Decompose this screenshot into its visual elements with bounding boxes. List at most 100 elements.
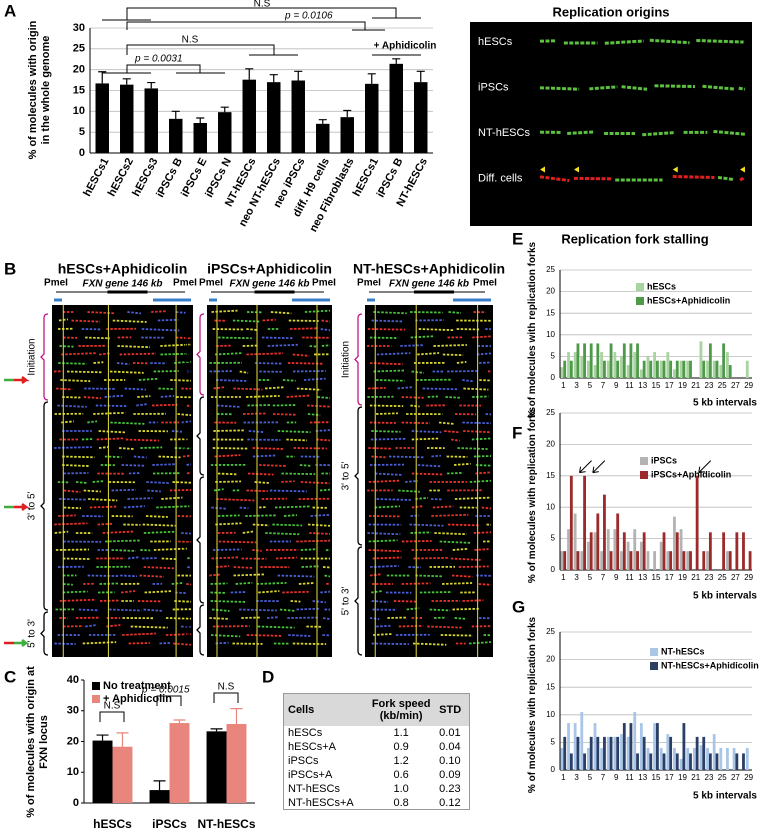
fiber (181, 420, 192, 424)
fiber (109, 370, 144, 374)
bar (622, 343, 626, 378)
fiber (410, 514, 420, 517)
fiber (186, 404, 192, 408)
bar (682, 723, 686, 770)
fiber (256, 582, 287, 585)
fiber (479, 361, 490, 364)
fiber (111, 488, 136, 492)
fiber (475, 471, 492, 475)
fiber (479, 379, 492, 382)
fiber (62, 464, 89, 467)
fork-speed-table: Cells Fork speed (kb/min) STD hESCs 1.1 0.01… (283, 693, 470, 810)
fiber (371, 590, 382, 594)
x-tick-label: 11 (625, 381, 634, 390)
bar (673, 516, 676, 570)
segment-label: 3' to 5' (183, 421, 194, 450)
fiber (187, 556, 192, 560)
fiber (286, 438, 308, 442)
legend-swatch (636, 283, 644, 291)
fiber (307, 413, 321, 417)
image-frame (207, 305, 332, 657)
bar (653, 352, 656, 378)
fiber (282, 379, 296, 382)
segment-label: 5' to 3' (183, 525, 194, 554)
legend-label: No treatment (103, 680, 171, 692)
arrow (579, 460, 592, 474)
fiber (373, 311, 407, 315)
x-tick-label: hESCs (93, 817, 132, 831)
bar (603, 736, 606, 770)
fiber (463, 430, 492, 434)
fiber (75, 481, 88, 484)
bar (606, 529, 610, 570)
bar (365, 83, 379, 153)
bar (613, 352, 617, 378)
fiber (217, 514, 240, 517)
fiber (374, 505, 401, 509)
fiber (418, 328, 454, 332)
bar (629, 551, 633, 570)
fiber (59, 345, 74, 348)
bar (622, 532, 626, 570)
fiber (290, 327, 318, 330)
row-label: NT-hESCs (478, 127, 530, 139)
bar (616, 736, 620, 770)
bar (699, 341, 703, 378)
table-header: Cells Fork speed (kb/min) STD (284, 694, 469, 726)
fiber (139, 574, 165, 578)
fiber (88, 498, 118, 502)
fiber (296, 539, 331, 543)
x-tick-label: 25 (718, 381, 727, 390)
fiber (442, 353, 464, 357)
bar (715, 360, 719, 378)
fiber (214, 454, 241, 458)
x-tick-label: NT-hESCs (197, 817, 255, 831)
fiber (439, 540, 471, 544)
bar (666, 734, 670, 770)
bar (639, 369, 643, 378)
panel-label: G (512, 597, 525, 616)
bar (675, 532, 679, 570)
y-tick-label: 10 (546, 502, 555, 511)
bar (706, 360, 709, 378)
x-tick-label: 29 (744, 573, 753, 582)
fiber (368, 386, 386, 390)
fiber (388, 455, 424, 459)
annotation: p = 0.0031 (134, 54, 183, 65)
bar (662, 753, 666, 770)
fiber (133, 455, 147, 459)
fiber (456, 361, 467, 364)
fiber (427, 625, 462, 629)
fiber (368, 549, 402, 553)
annotation: N.S (254, 0, 271, 10)
fiber (654, 84, 696, 89)
bar (706, 551, 709, 570)
x-tick-label: 23 (705, 381, 714, 390)
bracket (102, 64, 225, 74)
fiber (141, 328, 180, 332)
fiber (288, 634, 311, 637)
image-frame (52, 305, 193, 657)
fiber (462, 379, 474, 383)
fiber (58, 514, 76, 517)
bar (560, 551, 564, 570)
bar (633, 712, 637, 770)
fiber (214, 352, 242, 356)
panel-label: A (4, 1, 16, 20)
fiber (175, 311, 186, 314)
image-frame (470, 22, 752, 226)
fiber (245, 395, 280, 398)
fiber (160, 394, 175, 398)
bar (389, 63, 403, 154)
y-tick-label: 30 (73, 22, 85, 34)
segment-bracket (40, 401, 49, 611)
fiber (93, 361, 104, 364)
legend-swatch (92, 695, 100, 703)
fiber (415, 497, 429, 500)
fiber (621, 85, 648, 91)
fiber (121, 590, 136, 594)
bar (639, 723, 643, 770)
fiber (117, 345, 151, 349)
x-tick-label: 3 (574, 381, 579, 390)
fiber (372, 556, 402, 560)
